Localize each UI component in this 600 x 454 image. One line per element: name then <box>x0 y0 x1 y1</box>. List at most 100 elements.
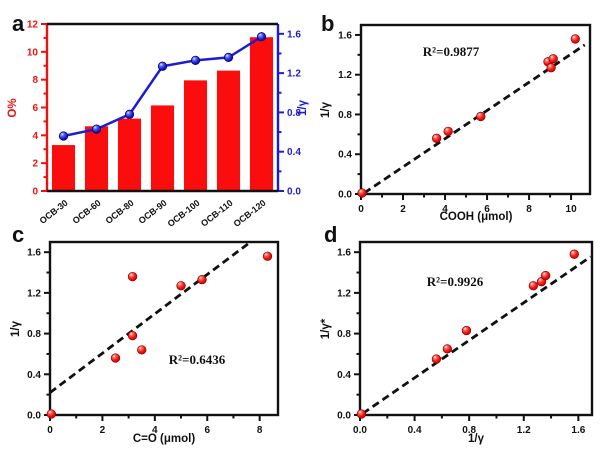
x-axis-title: COOH (μmol) <box>440 211 513 223</box>
x-tick-label: 0.4 <box>408 425 422 436</box>
y-tick-label: 0.8 <box>27 329 41 340</box>
x-tick-label: 4 <box>152 425 158 436</box>
x-tick-label: 4 <box>442 204 448 215</box>
left-tick-label: 12 <box>27 20 39 31</box>
scatter-data-point <box>570 34 580 44</box>
x-tick-label: 1.2 <box>517 425 531 436</box>
y-tick-label: 0.0 <box>337 411 351 422</box>
y-tick-label: 0.0 <box>27 411 41 422</box>
y-tick-label: 0.4 <box>337 370 351 381</box>
x-tick-label: 2 <box>400 204 406 215</box>
scatter-data-point <box>356 409 367 419</box>
right-tick-label: 0.4 <box>287 147 301 158</box>
trend-line <box>361 255 592 415</box>
y-tick-label: 1.2 <box>27 288 41 299</box>
line-data-point <box>223 52 234 63</box>
category-label: OCB-100 <box>166 198 202 229</box>
scatter-data-point <box>476 111 486 122</box>
category-label: OCB-80 <box>104 198 136 226</box>
x-tick-label: 1.6 <box>571 425 585 436</box>
scatter-data-point <box>431 133 442 143</box>
scatter-data-point <box>461 325 472 336</box>
scatter-data-point <box>442 344 452 354</box>
left-axis-title: O% <box>7 98 19 117</box>
x-tick-label: 0 <box>358 204 364 215</box>
x-tick-label: 6 <box>204 425 210 436</box>
trend-line <box>49 240 252 394</box>
panel-letter-c: c <box>12 222 24 247</box>
panel-letter-a: a <box>12 11 25 36</box>
bar-OCB-80 <box>117 118 142 191</box>
left-tick-label: 6 <box>32 103 38 114</box>
scatter-data-point <box>176 281 186 291</box>
right-tick-label: 1.2 <box>287 69 301 80</box>
line-data-point <box>58 131 69 141</box>
left-tick-label: 0 <box>32 187 38 198</box>
x-axis-title: C=O (μmol) <box>133 433 195 445</box>
scatter-data-point <box>197 275 207 285</box>
scatter-data-point <box>528 281 538 291</box>
y-tick-label: 0.8 <box>338 110 352 121</box>
x-tick-label: 10 <box>566 204 578 215</box>
plot-frame <box>359 23 592 196</box>
scatter-data-point <box>546 63 556 73</box>
scatter-data-point <box>127 271 138 282</box>
x-tick-label: 8 <box>526 204 532 215</box>
x-tick-label: 6 <box>484 204 490 215</box>
r-squared-annotation-d: R²=0.9926 <box>427 274 484 289</box>
y-axis-title: 1/γ* <box>320 318 332 339</box>
bar-OCB-90 <box>150 105 175 191</box>
left-tick-label: 10 <box>27 47 39 58</box>
scatter-data-point <box>110 353 121 363</box>
right-tick-label: 0.8 <box>287 108 301 119</box>
scatter-data-point <box>127 330 138 341</box>
line-data-point <box>157 61 168 71</box>
line-data-point <box>124 109 135 119</box>
scatter-data-point <box>357 188 367 198</box>
bar-OCB-110 <box>216 70 241 191</box>
scatter-data-point <box>443 126 453 137</box>
y-tick-label: 1.2 <box>338 70 352 81</box>
x-tick-label: 8 <box>257 425 263 436</box>
right-axis-title: 1/γ <box>297 99 309 116</box>
category-label: OCB-90 <box>137 198 169 226</box>
left-tick-label: 2 <box>32 159 38 170</box>
y-tick-label: 1.6 <box>27 248 41 259</box>
y-axis-title: 1/γ <box>10 320 22 337</box>
y-tick-label: 0.8 <box>337 329 351 340</box>
line-data-point <box>256 32 267 42</box>
x-tick-label: 0.0 <box>353 425 367 436</box>
x-tick-label: 0 <box>47 425 53 436</box>
y-tick-label: 1.6 <box>337 248 351 259</box>
category-label: OCB-110 <box>199 198 235 229</box>
line-data-point <box>91 124 102 134</box>
r-squared-annotation-c: R²=0.6436 <box>169 352 226 367</box>
right-tick-label: 1.6 <box>287 29 301 40</box>
panel-letter-d: d <box>324 222 337 247</box>
left-tick-label: 4 <box>32 131 38 142</box>
category-label: OCB-120 <box>232 198 268 229</box>
panel-d: d 0.0 0.4 0.8 1.2 1.6 1/γ 0.0 0.4 0.8 1.2 1.6 1/γ* R²… <box>320 222 594 445</box>
panel-letter-b: b <box>321 11 334 36</box>
left-tick-label: 8 <box>32 75 38 86</box>
x-tick-label: 2 <box>100 425 106 436</box>
plot-frame <box>358 240 594 417</box>
scatter-data-point <box>262 251 273 261</box>
y-tick-label: 0.0 <box>338 190 352 201</box>
y-axis-title: 1/γ <box>320 101 332 118</box>
y-tick-label: 0.4 <box>338 150 352 161</box>
scatter-data-point <box>137 345 147 355</box>
y-tick-label: 1.6 <box>338 30 352 41</box>
category-label: OCB-30 <box>38 198 70 226</box>
r-squared-annotation-b: R²=0.9877 <box>423 44 480 59</box>
plot-frame <box>48 240 280 417</box>
panel-b: b 0 2 4 6 8 10 COOH (μmol) 0.0 0.4 0.8 1.2 1.6 1/γ R²=… <box>320 11 592 223</box>
scatter-data-point <box>569 249 579 259</box>
y-tick-label: 0.4 <box>27 370 41 381</box>
scatter-data-point <box>431 354 442 364</box>
bar-OCB-60 <box>84 126 109 191</box>
y-tick-label: 1.2 <box>337 288 351 299</box>
